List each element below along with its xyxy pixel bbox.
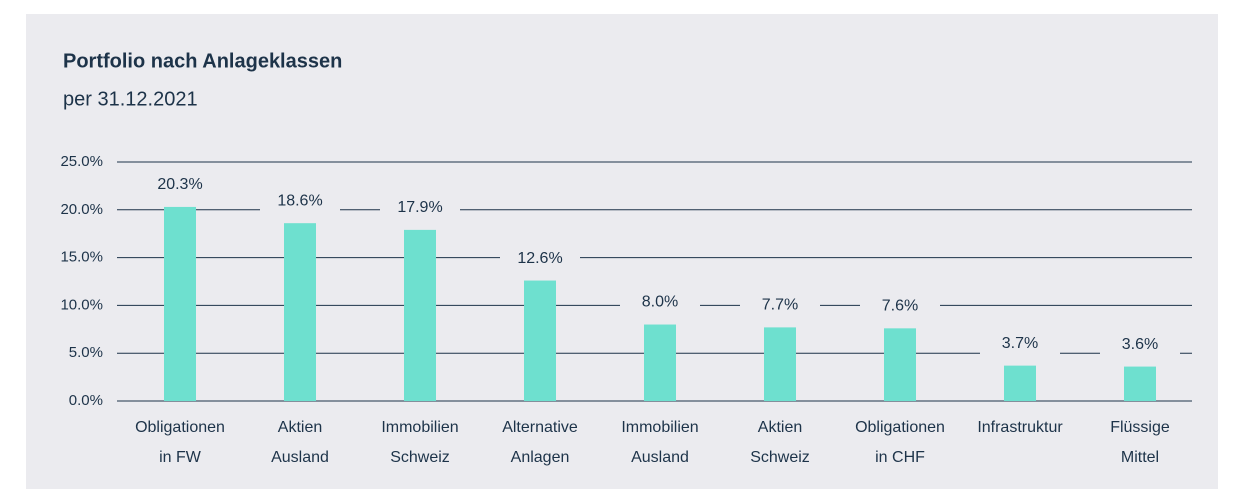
bar	[524, 280, 556, 401]
bar	[1124, 366, 1156, 401]
value-label-bg	[980, 331, 1060, 356]
chart-title: Portfolio nach Anlageklassen	[63, 50, 342, 72]
value-label: 7.6%	[882, 298, 918, 315]
y-tick-label: 25.0%	[60, 153, 103, 170]
x-tick-label: Mittel	[1121, 449, 1159, 466]
x-tick-label: Infrastruktur	[977, 419, 1063, 436]
value-label-bg	[620, 290, 700, 315]
value-label: 8.0%	[642, 294, 678, 311]
bar	[644, 324, 676, 401]
value-label-bg	[1100, 332, 1180, 357]
chart-subtitle: per 31.12.2021	[63, 88, 198, 110]
value-label: 7.7%	[762, 297, 798, 314]
y-tick-label: 0.0%	[69, 392, 103, 409]
x-tick-label: Alternative	[502, 419, 578, 436]
value-label-bg	[380, 195, 460, 220]
x-tick-label: Ausland	[271, 449, 329, 466]
x-tick-label: Flüssige	[1110, 419, 1170, 436]
bar	[164, 206, 196, 401]
value-label-bg	[260, 189, 340, 214]
y-tick-label: 15.0%	[60, 249, 103, 266]
value-label: 12.6%	[517, 250, 562, 267]
bar	[1004, 365, 1036, 401]
x-tick-label: Schweiz	[750, 449, 810, 466]
value-label: 3.6%	[1122, 336, 1158, 353]
x-tick-label: Obligationen	[855, 419, 945, 436]
x-tick-label: Obligationen	[135, 419, 225, 436]
value-label: 3.7%	[1002, 335, 1038, 352]
x-tick-label: Anlagen	[511, 449, 570, 466]
value-label-bg	[500, 246, 580, 271]
value-label: 17.9%	[397, 199, 442, 216]
bar	[284, 223, 316, 401]
y-tick-label: 5.0%	[69, 344, 103, 361]
x-tick-label: Aktien	[278, 419, 322, 436]
bar	[764, 327, 796, 401]
x-tick-label: Ausland	[631, 449, 689, 466]
x-tick-label: Immobilien	[381, 419, 458, 436]
value-label: 18.6%	[277, 192, 322, 209]
value-label-bg	[860, 294, 940, 319]
value-label: 20.3%	[157, 176, 202, 193]
x-tick-label: in CHF	[875, 449, 925, 466]
x-tick-label: Immobilien	[621, 419, 698, 436]
bar	[884, 328, 916, 401]
value-label-bg	[140, 172, 220, 197]
panel	[26, 14, 1218, 489]
x-tick-label: Aktien	[758, 419, 802, 436]
x-tick-label: Schweiz	[390, 449, 450, 466]
value-label-bg	[740, 293, 820, 318]
x-tick-label: in FW	[159, 449, 202, 466]
bar	[404, 229, 436, 401]
y-tick-label: 10.0%	[60, 296, 103, 313]
y-tick-label: 20.0%	[60, 201, 103, 218]
